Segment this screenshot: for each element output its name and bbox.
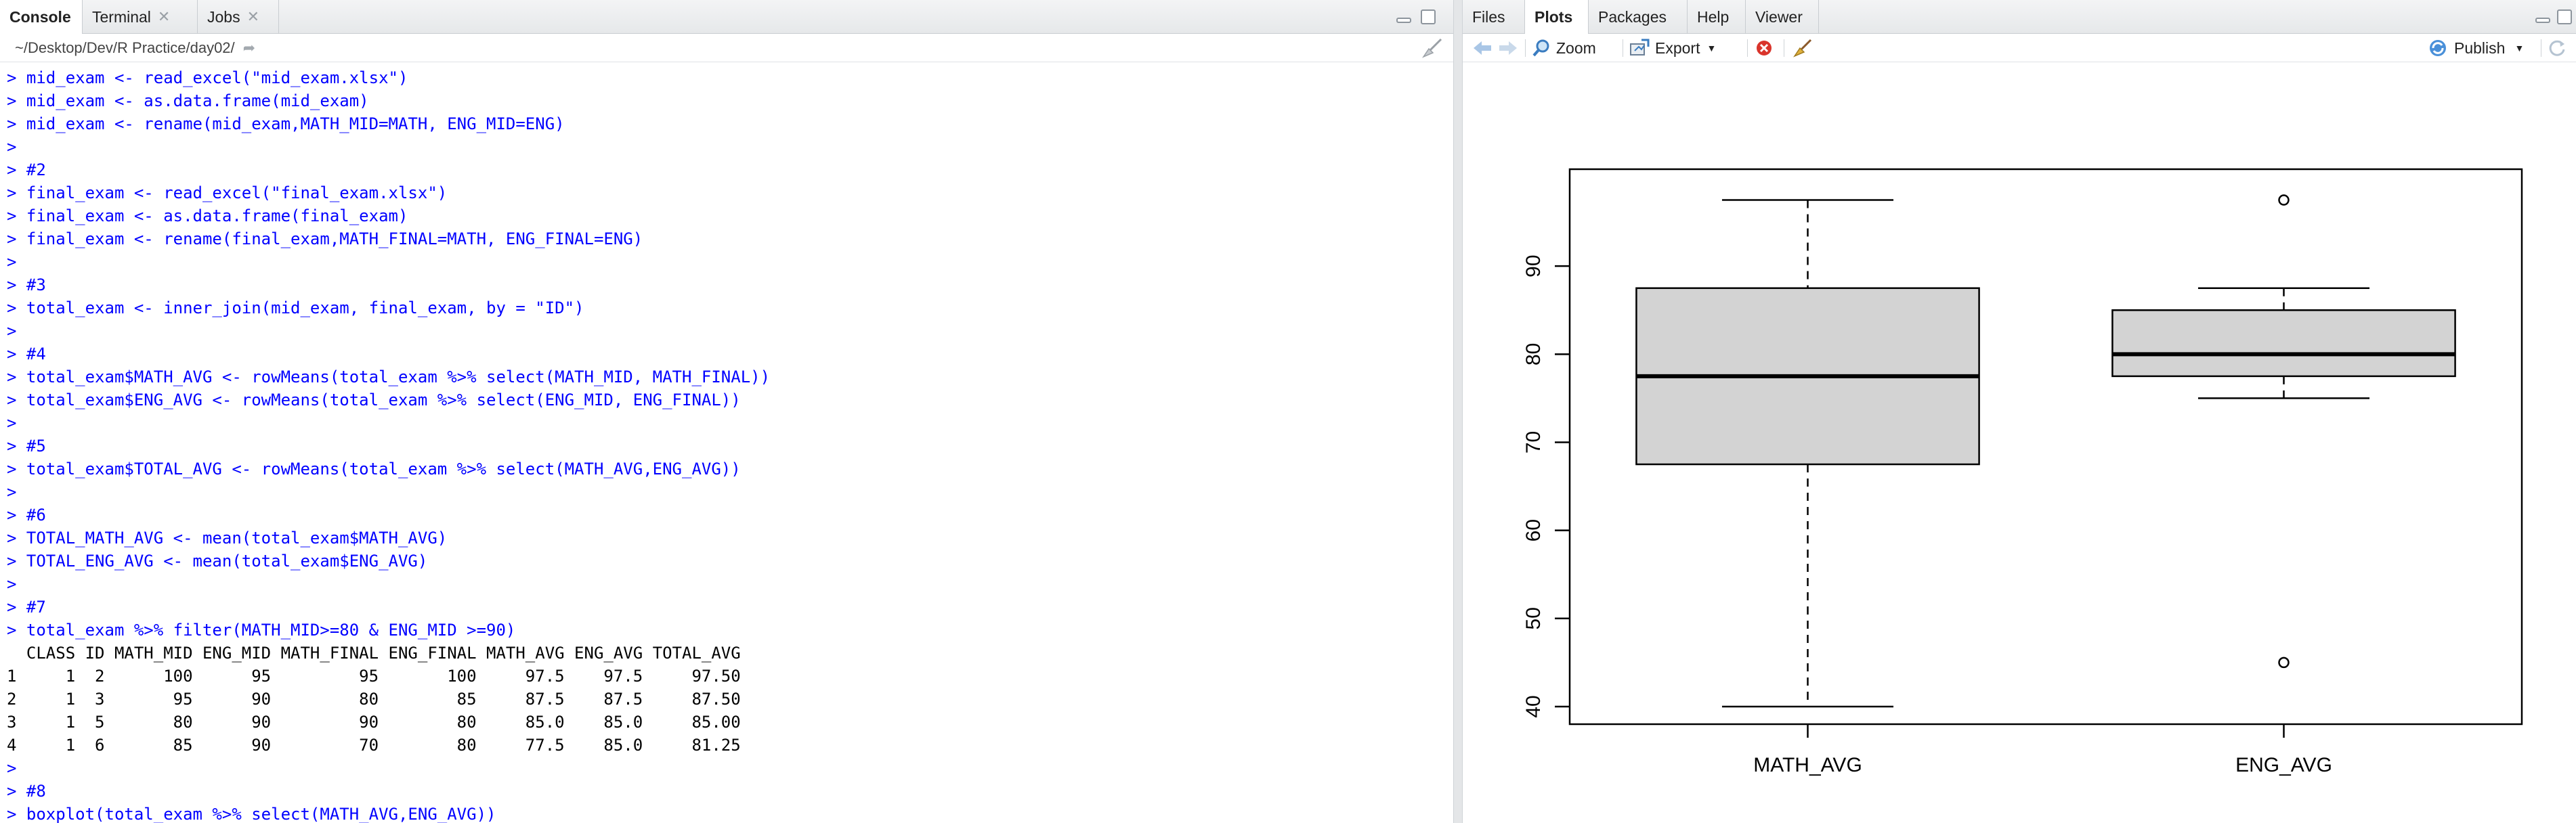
console-command-line: > total_exam$TOTAL_AVG <- rowMeans(total…	[7, 460, 741, 479]
tab-files-label: Files	[1472, 7, 1505, 26]
console-command-line: >	[7, 321, 17, 340]
minimize-pane-icon[interactable]	[1396, 18, 1411, 23]
console-command-line: > #7	[7, 598, 46, 617]
close-icon[interactable]: ✕	[157, 8, 171, 25]
console-output-line: 1 1 2 100 95 95 100 97.5 97.5 97.50	[7, 667, 741, 686]
console-command-line: > #2	[7, 160, 46, 179]
console-command-line: > #8	[7, 782, 46, 801]
outlier-point	[2278, 194, 2290, 206]
zoom-button[interactable]: Zoom	[1532, 34, 1596, 62]
broom-icon[interactable]	[1421, 38, 1444, 58]
console-command-line: > total_exam$MATH_AVG <- rowMeans(total_…	[7, 368, 771, 386]
export-button[interactable]: Export ▼	[1629, 34, 1716, 62]
maximize-pane-icon[interactable]	[2557, 9, 2572, 24]
plot-frame	[1568, 168, 2523, 726]
tab-plots-label: Plots	[1534, 8, 1573, 26]
console-command-line: >	[7, 575, 17, 594]
y-tick-label: 90	[1522, 254, 1545, 277]
maximize-pane-icon[interactable]	[1421, 9, 1436, 24]
console-command-line: > mid_exam <- read_excel("mid_exam.xlsx"…	[7, 68, 408, 87]
y-tick-label: 70	[1522, 431, 1545, 453]
console-command-line: >	[7, 414, 17, 432]
working-directory-bar: ~/Desktop/Dev/R Practice/day02/ ➦	[0, 34, 1453, 62]
console-output-line: 3 1 5 80 90 90 80 85.0 85.0 85.00	[7, 713, 741, 732]
boxplot-chart: 40 50 60 70 80 90 MATH_AVG ENG_AVG	[1522, 168, 2523, 776]
broom-icon[interactable]	[1793, 34, 1813, 62]
console-command-line: > total_exam$ENG_AVG <- rowMeans(total_e…	[7, 391, 741, 409]
console-command-line: >	[7, 483, 17, 502]
tab-packages-label: Packages	[1598, 7, 1667, 26]
tab-help-label: Help	[1697, 7, 1730, 26]
console-command-line: >	[7, 252, 17, 271]
tab-files[interactable]: Files	[1463, 0, 1525, 34]
y-tick-label: 40	[1522, 695, 1545, 717]
console-command-line: > boxplot(total_exam %>% select(MATH_AVG…	[7, 805, 496, 823]
working-directory-path: ~/Desktop/Dev/R Practice/day02/	[15, 39, 235, 56]
console-command-line: > #3	[7, 275, 46, 294]
refresh-icon[interactable]	[2548, 34, 2567, 62]
y-tick-label: 80	[1522, 343, 1545, 365]
tab-packages[interactable]: Packages	[1589, 0, 1688, 34]
go-to-directory-icon[interactable]: ➦	[242, 39, 256, 56]
minimize-pane-icon[interactable]	[2535, 18, 2550, 23]
x-category-label: MATH_AVG	[1753, 754, 1862, 776]
plots-pane: Files Plots Packages Help Viewer	[1463, 0, 2576, 823]
zoom-icon	[1532, 39, 1549, 57]
tab-terminal[interactable]: Terminal ✕	[83, 0, 198, 34]
publish-label: Publish	[2454, 39, 2506, 57]
console-command-line: > final_exam <- as.data.frame(final_exam…	[7, 206, 408, 225]
pane-splitter[interactable]	[1453, 0, 1463, 823]
tab-plots[interactable]: Plots	[1525, 0, 1589, 35]
tab-jobs[interactable]: Jobs ✕	[198, 0, 279, 34]
console-output-line: 2 1 3 95 90 80 85 87.5 87.5 87.50	[7, 690, 741, 709]
tab-console[interactable]: Console	[0, 0, 83, 35]
console-command-line: > TOTAL_MATH_AVG <- mean(total_exam$MATH…	[7, 529, 448, 548]
plots-toolbar: Zoom Export ▼	[1463, 34, 2576, 62]
back-arrow-icon[interactable]	[1472, 34, 1493, 62]
console-output-line: 4 1 6 85 90 70 80 77.5 85.0 81.25	[7, 736, 741, 755]
console-command-line: > mid_exam <- as.data.frame(mid_exam)	[7, 91, 369, 110]
tab-viewer[interactable]: Viewer	[1746, 0, 1819, 34]
publish-icon	[2430, 40, 2446, 56]
tab-viewer-label: Viewer	[1755, 7, 1803, 26]
console-command-line: > total_exam %>% filter(MATH_MID>=80 & E…	[7, 621, 516, 640]
console-command-line: > TOTAL_ENG_AVG <- mean(total_exam$ENG_A…	[7, 552, 428, 571]
y-tick-label: 60	[1522, 519, 1545, 541]
zoom-label: Zoom	[1556, 39, 1596, 57]
export-label: Export	[1655, 39, 1700, 57]
console-output[interactable]: > mid_exam <- read_excel("mid_exam.xlsx"…	[0, 66, 1453, 823]
outlier-point	[2278, 657, 2290, 669]
console-command-line: > total_exam <- inner_join(mid_exam, fin…	[7, 298, 584, 317]
tab-terminal-label: Terminal	[92, 7, 151, 26]
console-command-line: >	[7, 137, 17, 156]
console-command-line: > final_exam <- read_excel("final_exam.x…	[7, 183, 448, 202]
chevron-down-icon: ▼	[1706, 43, 1717, 53]
publish-button[interactable]: Publish ▼	[2427, 34, 2524, 62]
x-category-label: ENG_AVG	[2235, 754, 2332, 776]
console-pane: Console Terminal ✕ Jobs ✕ ~/Desktop/Dev/…	[0, 0, 1453, 823]
y-tick-label: 50	[1522, 607, 1545, 629]
console-command-line: > final_exam <- rename(final_exam,MATH_F…	[7, 229, 643, 248]
chevron-down-icon: ▼	[2514, 43, 2525, 53]
remove-plot-icon[interactable]	[1755, 34, 1773, 62]
plot-viewer: 40 50 60 70 80 90 MATH_AVG ENG_AVG	[1463, 62, 2576, 823]
export-icon	[1630, 39, 1650, 55]
console-command-line: > mid_exam <- rename(mid_exam,MATH_MID=M…	[7, 114, 565, 133]
console-output-line: CLASS ID MATH_MID ENG_MID MATH_FINAL ENG…	[7, 644, 741, 663]
close-icon[interactable]: ✕	[246, 8, 260, 25]
forward-arrow-icon[interactable]	[1498, 34, 1518, 62]
console-command-line: > #4	[7, 344, 46, 363]
tab-help[interactable]: Help	[1688, 0, 1746, 34]
console-tabbar: Console Terminal ✕ Jobs ✕	[0, 0, 1453, 35]
tab-console-label: Console	[9, 8, 71, 26]
console-command-line: > #6	[7, 506, 46, 525]
tab-jobs-label: Jobs	[207, 7, 240, 26]
console-command-line: > #5	[7, 437, 46, 455]
box-iqr	[2111, 309, 2456, 378]
plots-tabbar: Files Plots Packages Help Viewer	[1463, 0, 2576, 35]
console-command-line: >	[7, 759, 17, 778]
